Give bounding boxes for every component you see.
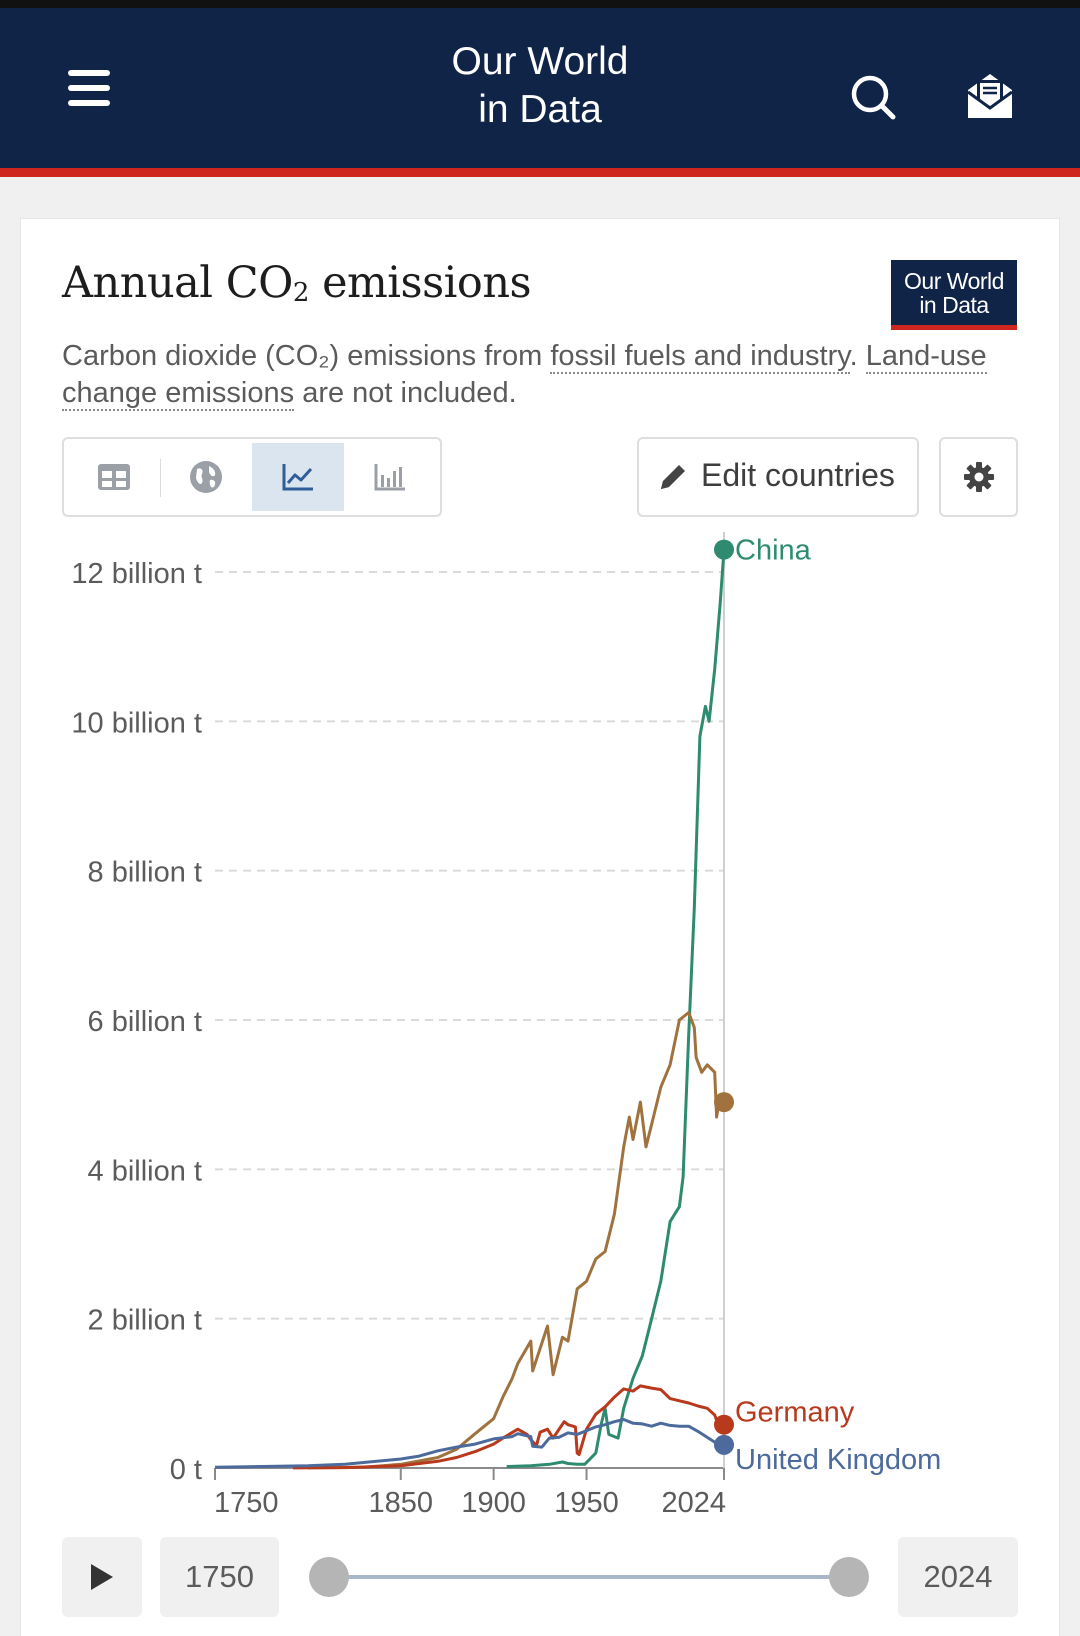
y-tick-label: 10 billion t xyxy=(71,707,202,739)
pencil-icon xyxy=(661,465,685,489)
owid-logo-badge[interactable]: Our World in Data xyxy=(891,260,1017,330)
table-icon xyxy=(98,464,130,490)
logo-line1: Our World xyxy=(451,40,629,83)
badge-line1: Our World xyxy=(904,268,1004,294)
settings-button[interactable] xyxy=(939,437,1018,517)
x-tick-label: 1750 xyxy=(214,1487,279,1519)
logo-line2: in Data xyxy=(478,88,602,131)
chart-title: Annual CO2 emissions xyxy=(62,258,532,308)
x-tick-label: 1850 xyxy=(369,1487,434,1519)
y-tick-label: 0 t xyxy=(170,1454,202,1486)
globe-icon xyxy=(190,461,222,493)
line-chart-icon xyxy=(282,464,313,491)
y-tick-label: 4 billion t xyxy=(88,1155,202,1187)
series-line xyxy=(214,1418,725,1469)
end-year-handle[interactable] xyxy=(829,1557,869,1597)
series-line xyxy=(307,1011,726,1470)
series-label: Germany xyxy=(735,1397,855,1429)
mail-icon[interactable] xyxy=(964,70,1016,122)
series-end-point xyxy=(714,1434,734,1455)
series-label: United Kingdom xyxy=(735,1444,941,1476)
edit-countries-label: Edit countries xyxy=(701,457,895,493)
x-tick-label: 2024 xyxy=(661,1487,726,1519)
chart-subtitle: Carbon dioxide (CO₂) emissions from foss… xyxy=(62,340,987,411)
start-year-box[interactable]: 1750 xyxy=(160,1537,279,1617)
tab-table[interactable] xyxy=(68,443,160,511)
tab-line-chart[interactable] xyxy=(252,443,344,511)
search-icon[interactable] xyxy=(848,72,900,124)
y-tick-label: 12 billion t xyxy=(71,558,202,590)
view-tabs xyxy=(62,437,442,517)
line-chart: 0 t 2 billion t 4 billion t 6 billion t 8 bi… xyxy=(71,532,941,1519)
start-year-handle[interactable] xyxy=(309,1557,349,1597)
land-use-link-part2[interactable]: change emissions xyxy=(62,377,295,411)
tab-map[interactable] xyxy=(160,443,252,511)
badge-line2: in Data xyxy=(919,292,989,318)
series-label: China xyxy=(735,535,812,567)
edit-countries-button[interactable]: Edit countries xyxy=(637,437,919,517)
series-line xyxy=(292,1384,726,1470)
land-use-link-part1[interactable]: Land-use xyxy=(865,340,987,374)
gear-icon xyxy=(963,462,994,492)
series-end-point xyxy=(714,1092,734,1113)
tab-separator xyxy=(160,459,161,497)
x-tick-label: 1950 xyxy=(554,1487,619,1519)
header-accent-line xyxy=(0,168,1080,177)
site-header: Our World in Data xyxy=(0,8,1080,177)
bar-chart-icon xyxy=(374,464,405,491)
fossil-fuels-link[interactable]: fossil fuels and industry xyxy=(550,340,850,374)
status-strip xyxy=(0,0,1080,8)
y-tick-label: 6 billion t xyxy=(88,1006,202,1038)
tab-bar-chart[interactable] xyxy=(344,443,436,511)
play-button[interactable] xyxy=(62,1537,142,1617)
timeline-controls: 1750 2024 xyxy=(0,1535,1080,1625)
site-logo[interactable]: Our World in Data xyxy=(400,38,680,134)
series-line xyxy=(506,549,726,1468)
menu-icon[interactable] xyxy=(68,70,112,108)
badge-accent xyxy=(891,325,1017,330)
series-end-point xyxy=(714,1414,734,1435)
series-end-point xyxy=(714,539,734,560)
end-year-box[interactable]: 2024 xyxy=(898,1537,1018,1617)
y-tick-label: 8 billion t xyxy=(88,857,202,889)
timeline-range xyxy=(330,1575,850,1579)
y-tick-label: 2 billion t xyxy=(88,1305,202,1337)
play-icon xyxy=(91,1564,113,1590)
x-tick-label: 1900 xyxy=(461,1487,526,1519)
